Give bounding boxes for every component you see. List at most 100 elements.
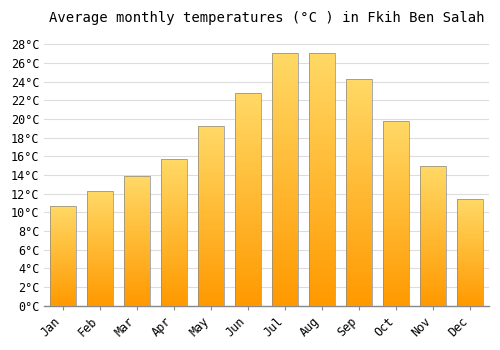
Bar bbox=[124, 261, 150, 263]
Bar bbox=[50, 215, 76, 216]
Bar bbox=[346, 226, 372, 229]
Bar bbox=[458, 252, 483, 253]
Bar bbox=[235, 187, 261, 189]
Bar bbox=[235, 142, 261, 144]
Bar bbox=[420, 257, 446, 258]
Bar bbox=[198, 236, 224, 238]
Bar bbox=[124, 210, 150, 211]
Bar bbox=[458, 264, 483, 265]
Bar bbox=[87, 295, 113, 296]
Bar bbox=[124, 176, 150, 306]
Bar bbox=[272, 118, 298, 121]
Bar bbox=[310, 192, 335, 194]
Bar bbox=[310, 288, 335, 290]
Bar bbox=[235, 122, 261, 125]
Bar bbox=[420, 285, 446, 286]
Bar bbox=[310, 230, 335, 232]
Bar bbox=[50, 294, 76, 296]
Bar bbox=[384, 241, 409, 243]
Bar bbox=[458, 282, 483, 283]
Bar bbox=[50, 298, 76, 299]
Bar bbox=[235, 150, 261, 153]
Bar bbox=[198, 128, 224, 130]
Bar bbox=[198, 130, 224, 132]
Bar bbox=[235, 201, 261, 203]
Bar bbox=[50, 289, 76, 290]
Bar bbox=[161, 238, 187, 240]
Bar bbox=[346, 135, 372, 138]
Bar bbox=[272, 245, 298, 247]
Bar bbox=[458, 227, 483, 228]
Bar bbox=[124, 286, 150, 287]
Bar bbox=[272, 267, 298, 270]
Bar bbox=[124, 177, 150, 178]
Bar bbox=[346, 92, 372, 95]
Bar bbox=[50, 208, 76, 209]
Bar bbox=[161, 272, 187, 273]
Bar bbox=[384, 182, 409, 184]
Bar bbox=[161, 184, 187, 186]
Bar bbox=[346, 97, 372, 99]
Bar bbox=[272, 174, 298, 177]
Bar bbox=[161, 187, 187, 188]
Bar bbox=[272, 202, 298, 204]
Bar bbox=[235, 133, 261, 135]
Bar bbox=[346, 192, 372, 195]
Bar bbox=[310, 113, 335, 116]
Bar bbox=[50, 274, 76, 275]
Bar bbox=[50, 243, 76, 244]
Bar bbox=[124, 233, 150, 234]
Bar bbox=[346, 296, 372, 299]
Bar bbox=[235, 248, 261, 250]
Bar bbox=[458, 301, 483, 302]
Bar bbox=[50, 271, 76, 272]
Bar bbox=[161, 285, 187, 287]
Bar bbox=[198, 169, 224, 171]
Bar bbox=[124, 232, 150, 233]
Bar bbox=[161, 218, 187, 219]
Bar bbox=[346, 201, 372, 204]
Bar bbox=[161, 234, 187, 235]
Bar bbox=[50, 211, 76, 212]
Bar bbox=[87, 245, 113, 246]
Bar bbox=[87, 199, 113, 200]
Bar bbox=[420, 182, 446, 184]
Bar bbox=[420, 170, 446, 171]
Bar bbox=[346, 129, 372, 131]
Bar bbox=[272, 232, 298, 235]
Bar bbox=[310, 151, 335, 154]
Bar bbox=[124, 219, 150, 220]
Bar bbox=[198, 223, 224, 225]
Bar bbox=[50, 232, 76, 233]
Bar bbox=[50, 210, 76, 211]
Bar bbox=[50, 293, 76, 294]
Bar bbox=[50, 233, 76, 234]
Bar bbox=[124, 248, 150, 250]
Bar bbox=[161, 210, 187, 212]
Bar bbox=[458, 222, 483, 223]
Bar bbox=[310, 58, 335, 61]
Bar bbox=[310, 149, 335, 152]
Bar bbox=[346, 174, 372, 176]
Bar bbox=[272, 182, 298, 184]
Bar bbox=[161, 232, 187, 234]
Bar bbox=[198, 295, 224, 296]
Bar bbox=[420, 254, 446, 255]
Bar bbox=[87, 258, 113, 260]
Bar bbox=[420, 296, 446, 297]
Bar bbox=[198, 289, 224, 291]
Bar bbox=[161, 194, 187, 196]
Bar bbox=[272, 270, 298, 273]
Bar bbox=[458, 209, 483, 210]
Bar bbox=[346, 233, 372, 235]
Bar bbox=[384, 222, 409, 224]
Bar bbox=[310, 209, 335, 212]
Bar bbox=[124, 264, 150, 265]
Bar bbox=[272, 260, 298, 262]
Bar bbox=[235, 267, 261, 270]
Bar bbox=[384, 161, 409, 163]
Bar bbox=[458, 302, 483, 303]
Bar bbox=[420, 173, 446, 174]
Bar bbox=[235, 199, 261, 201]
Bar bbox=[124, 291, 150, 293]
